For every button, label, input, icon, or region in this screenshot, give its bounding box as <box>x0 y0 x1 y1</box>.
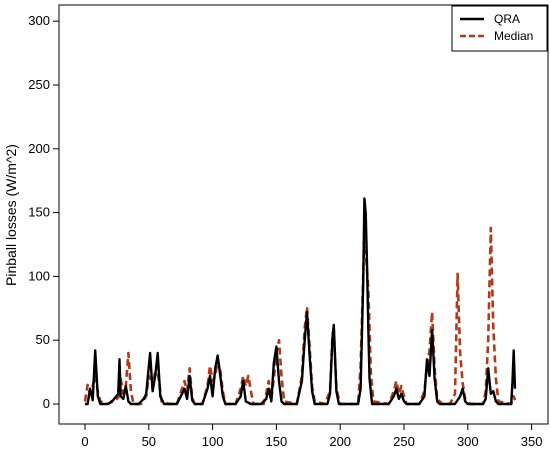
y-tick-label: 300 <box>28 13 50 28</box>
series-line-median <box>83 224 517 406</box>
y-tick-label: 200 <box>28 141 50 156</box>
x-tick-label: 200 <box>329 434 351 449</box>
legend-label-median: Median <box>494 29 533 43</box>
x-tick-label: 150 <box>266 434 288 449</box>
legend: QRA Median <box>451 5 548 52</box>
x-axis: 0 50 100 150 200 250 300 350 <box>81 424 542 449</box>
series-line-qra <box>85 197 517 406</box>
x-tick-label: 0 <box>81 434 88 449</box>
y-tick-label: 150 <box>28 205 50 220</box>
x-tick-label: 350 <box>521 434 543 449</box>
x-tick-label: 250 <box>393 434 415 449</box>
y-axis-title: Pinball losses (W/m^2) <box>3 144 19 286</box>
x-tick-label: 100 <box>202 434 224 449</box>
x-tick-label: 300 <box>457 434 479 449</box>
legend-label-qra: QRA <box>494 12 520 26</box>
y-tick-label: 50 <box>36 332 50 347</box>
y-tick-label: 0 <box>43 396 50 411</box>
series-layer <box>83 197 517 406</box>
legend-box <box>451 5 548 52</box>
plot-frame <box>58 4 549 425</box>
y-axis: 0 50 100 150 200 250 300 <box>28 13 59 411</box>
x-tick-label: 50 <box>142 434 156 449</box>
y-tick-label: 100 <box>28 268 50 283</box>
y-tick-label: 250 <box>28 77 50 92</box>
